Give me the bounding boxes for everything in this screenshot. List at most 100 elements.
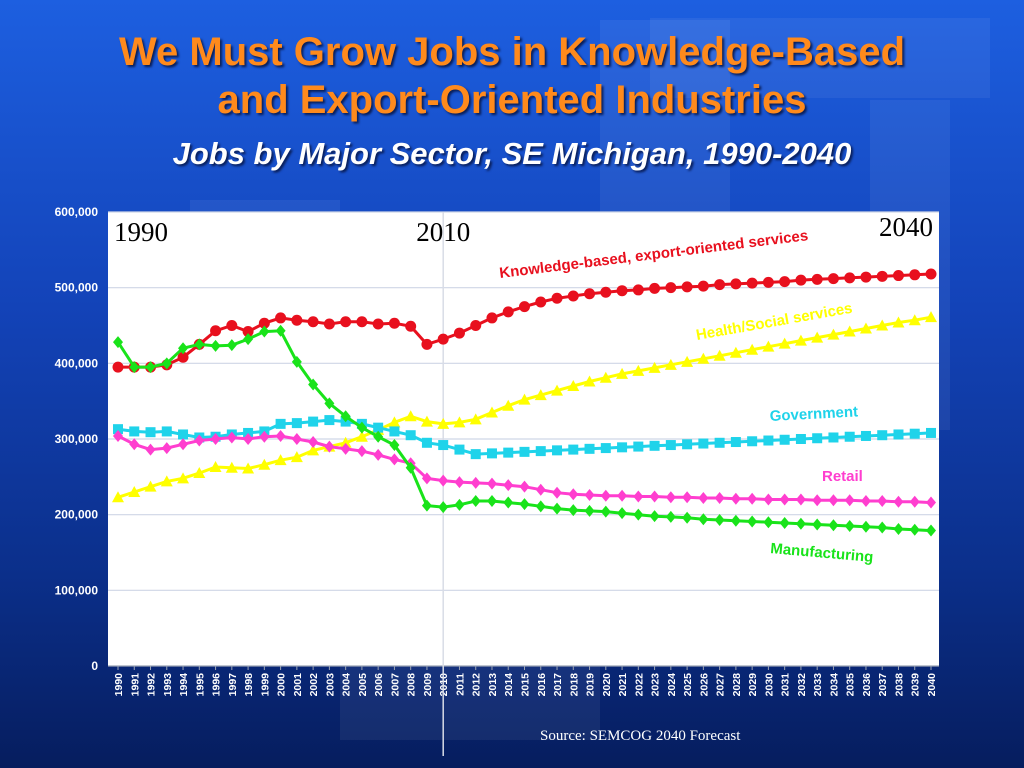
data-point	[421, 499, 432, 512]
data-point	[226, 431, 237, 444]
data-point	[160, 475, 173, 487]
data-point	[177, 351, 189, 363]
data-point	[453, 416, 466, 428]
data-point	[714, 279, 726, 291]
data-point	[552, 502, 563, 515]
x-tick-label: 2036	[861, 673, 873, 697]
data-point	[129, 361, 140, 374]
data-point	[843, 325, 856, 337]
data-point	[308, 436, 319, 449]
data-point	[210, 433, 221, 445]
data-point	[747, 436, 758, 447]
data-point	[714, 513, 725, 526]
y-tick-label: 0	[91, 659, 98, 673]
x-tick-label: 2000	[276, 673, 288, 697]
data-point	[128, 485, 141, 497]
x-tick-label: 2025	[682, 673, 694, 697]
data-point	[713, 349, 726, 361]
series-4	[113, 324, 936, 537]
background-map-shape	[650, 18, 990, 98]
data-point	[470, 476, 481, 489]
data-point	[438, 501, 449, 514]
x-tick-label: 2003	[324, 673, 336, 697]
data-point	[877, 430, 888, 441]
data-point	[567, 290, 579, 302]
data-point	[567, 380, 580, 392]
data-point	[682, 511, 693, 524]
data-point	[470, 449, 481, 460]
x-tick-label: 2024	[666, 673, 678, 697]
data-point	[113, 424, 123, 435]
x-tick-label: 2035	[845, 673, 857, 697]
data-point	[113, 336, 123, 349]
data-point	[617, 507, 628, 520]
x-tick-label: 2040	[926, 673, 938, 697]
data-point	[778, 337, 791, 349]
data-point	[355, 430, 368, 442]
data-point	[681, 281, 693, 293]
x-tick-label: 2002	[308, 673, 320, 697]
data-point	[552, 445, 563, 456]
data-point	[877, 521, 888, 534]
x-tick-label: 2019	[585, 673, 597, 697]
x-tick-label: 2037	[877, 673, 889, 697]
data-point	[568, 444, 579, 455]
data-point	[243, 333, 254, 346]
data-point	[876, 319, 889, 331]
data-point	[747, 492, 758, 505]
data-point	[730, 278, 742, 290]
data-point	[665, 491, 676, 504]
data-point	[568, 488, 579, 501]
data-point	[144, 480, 157, 492]
x-tick-label: 2014	[503, 673, 515, 697]
data-point	[812, 494, 823, 507]
x-tick-label: 2011	[454, 673, 466, 696]
data-point	[324, 415, 335, 426]
data-point	[405, 320, 417, 332]
x-tick-label: 2015	[520, 673, 532, 697]
data-point	[177, 472, 190, 484]
x-tick-label: 2028	[731, 673, 743, 697]
data-point	[340, 316, 352, 328]
data-point	[698, 492, 709, 505]
data-point	[323, 318, 335, 330]
data-point	[827, 273, 839, 285]
data-point	[568, 504, 579, 517]
data-point	[356, 421, 367, 434]
data-point	[389, 426, 400, 437]
series-label-government: Government	[769, 403, 858, 425]
data-point	[129, 426, 140, 437]
data-point	[502, 306, 514, 318]
series-1	[112, 311, 937, 503]
data-point	[859, 322, 872, 334]
data-point	[892, 316, 905, 328]
x-tick-label: 2007	[389, 673, 401, 697]
data-point	[892, 270, 904, 282]
x-tick-label: 2031	[780, 673, 792, 697]
data-point	[746, 277, 758, 289]
x-tick-label: 2008	[406, 673, 418, 697]
data-point	[503, 479, 514, 492]
data-point	[893, 523, 904, 536]
data-point	[356, 316, 368, 328]
data-point	[194, 434, 205, 447]
y-tick-label: 300,000	[55, 432, 99, 446]
data-point	[339, 436, 352, 448]
x-tick-label: 2010	[438, 673, 450, 697]
y-tick-label: 500,000	[55, 281, 99, 295]
data-point	[584, 504, 595, 517]
data-point	[210, 339, 221, 352]
data-point	[763, 493, 774, 506]
data-point	[421, 472, 432, 485]
data-point	[226, 339, 237, 352]
data-point	[779, 516, 790, 529]
data-point	[779, 434, 790, 445]
data-point	[307, 316, 319, 328]
x-tick-label: 2039	[910, 673, 922, 697]
x-tick-label: 2005	[357, 673, 369, 697]
data-point	[324, 440, 335, 453]
data-point	[649, 490, 660, 503]
data-point	[421, 437, 432, 448]
data-point	[535, 500, 546, 513]
